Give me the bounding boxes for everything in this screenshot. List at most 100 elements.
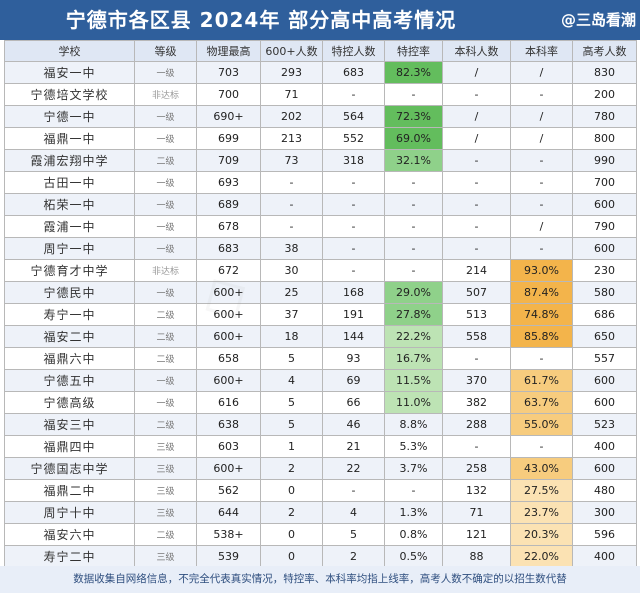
table-cell: 600	[572, 193, 637, 216]
table-cell: 非达标	[134, 259, 197, 282]
table-cell: 宁德一中	[4, 105, 135, 128]
table-cell: 562	[196, 479, 261, 502]
table-cell: 69.0%	[384, 127, 443, 150]
column-header: 高考人数	[572, 40, 637, 62]
table-cell: 5	[260, 347, 323, 370]
table-cell: 132	[442, 479, 511, 502]
table-header-row: 学校 等级 物理最高 600+人数 特控人数 特控率 本科人数 本科率 高考人数	[4, 40, 637, 62]
table-row: 霞浦一中 一级 678- - - -/790	[4, 215, 637, 238]
title-bar: 宁德市各区县 2024年 部分高中高考情况 @三岛看潮	[0, 0, 640, 40]
table-cell: -	[510, 435, 573, 458]
table-cell: 22	[322, 457, 385, 480]
column-header: 学校	[4, 40, 135, 62]
results-table: 学校 等级 物理最高 600+人数 特控人数 特控率 本科人数 本科率 高考人数 福安一中 一级 7…	[4, 40, 637, 590]
table-cell: 85.8%	[510, 325, 573, 348]
column-header: 特控率	[384, 40, 443, 62]
table-cell: 300	[572, 501, 637, 524]
table-cell: 93.0%	[510, 259, 573, 282]
table-row: 宁德一中 一级 690+ 202 564 72.3% //780	[4, 105, 637, 128]
table-row: 宁德民中 一级 600+ 25 168 29.0% 507 87.4% 580	[4, 281, 637, 304]
table-row: 寿宁二中 三级 539 0 2 0.5% 88 22.0% 400	[4, 545, 637, 568]
table-cell: 三级	[134, 457, 197, 480]
table-cell: 一级	[134, 215, 197, 238]
table-cell: -	[322, 171, 385, 194]
footer-note: 数据收集自网络信息，不完全代表真实情况，特控率、本科率均指上线率，高考人数不确定…	[0, 566, 640, 593]
page-title: 宁德市各区县 2024年 部分高中高考情况	[65, 8, 457, 32]
table-row: 周宁十中 三级 644 2 4 1.3% 71 23.7% 300	[4, 501, 637, 524]
table-cell: 288	[442, 413, 511, 436]
table-cell: 790	[572, 215, 637, 238]
table-cell: -	[384, 259, 443, 282]
table-cell: -	[442, 435, 511, 458]
table-cell: -	[260, 171, 323, 194]
table-cell: 二级	[134, 347, 197, 370]
table-cell: 27.5%	[510, 479, 573, 502]
table-cell: 二级	[134, 413, 197, 436]
table-cell: 191	[322, 303, 385, 326]
table-row: 福安六中 二级 538+ 0 5 0.8% 121 20.3% 596	[4, 523, 637, 546]
table-cell: -	[322, 237, 385, 260]
table-cell: 230	[572, 259, 637, 282]
table-cell: 616	[196, 391, 261, 414]
table-cell: 74.8%	[510, 303, 573, 326]
table-cell: -	[384, 171, 443, 194]
table-cell: 18	[260, 325, 323, 348]
table-cell: 678	[196, 215, 261, 238]
table-cell: 0	[260, 523, 323, 546]
table-cell: 0.5%	[384, 545, 443, 568]
table-cell: 600	[572, 391, 637, 414]
table-row: 寿宁一中 二级 600+ 37 191 27.8% 513 74.8% 686	[4, 303, 637, 326]
table-cell: 霞浦一中	[4, 215, 135, 238]
table-cell: 480	[572, 479, 637, 502]
table-cell: -	[510, 347, 573, 370]
table-cell: 200	[572, 83, 637, 106]
table-cell: 539	[196, 545, 261, 568]
table-cell: 658	[196, 347, 261, 370]
table-cell: 22.2%	[384, 325, 443, 348]
table-row: 福鼎二中 三级 562 0- -132 27.5% 480	[4, 479, 637, 502]
table-cell: 1.3%	[384, 501, 443, 524]
table-cell: /	[442, 61, 511, 84]
table-row: 宁德国志中学 三级 600+ 2 22 3.7% 258 43.0% 600	[4, 457, 637, 480]
table-cell: 558	[442, 325, 511, 348]
table-cell: 一级	[134, 281, 197, 304]
table-cell: 周宁一中	[4, 237, 135, 260]
table-cell: 400	[572, 545, 637, 568]
table-cell: 523	[572, 413, 637, 436]
table-cell: 4	[260, 369, 323, 392]
table-cell: 二级	[134, 149, 197, 172]
table-cell: 513	[442, 303, 511, 326]
table-cell: -	[384, 237, 443, 260]
table-cell: 258	[442, 457, 511, 480]
table-cell: 8.8%	[384, 413, 443, 436]
table-cell: -	[442, 149, 511, 172]
table-cell: 73	[260, 149, 323, 172]
table-cell: -	[442, 193, 511, 216]
table-cell: -	[384, 215, 443, 238]
table-cell: 二级	[134, 523, 197, 546]
table-cell: 600	[572, 369, 637, 392]
table-cell: 596	[572, 523, 637, 546]
table-cell: /	[510, 215, 573, 238]
table-cell: 一级	[134, 127, 197, 150]
table-cell: 11.0%	[384, 391, 443, 414]
table-cell: -	[260, 193, 323, 216]
table-cell: -	[260, 215, 323, 238]
table-cell: 三级	[134, 435, 197, 458]
table-cell: 30	[260, 259, 323, 282]
table-cell: 318	[322, 149, 385, 172]
brand-watermark: @三岛看潮	[560, 11, 636, 29]
column-header: 本科人数	[442, 40, 511, 62]
table-row: 古田一中 一级 693- - - - -700	[4, 171, 637, 194]
table-cell: 689	[196, 193, 261, 216]
table-cell: 672	[196, 259, 261, 282]
table-cell: -	[510, 171, 573, 194]
table-row: 霞浦宏翔中学 二级 709 73 318 32.1% - -990	[4, 149, 637, 172]
table-cell: -	[442, 347, 511, 370]
table-cell: 一级	[134, 369, 197, 392]
column-header: 特控人数	[322, 40, 385, 62]
table-cell: -	[322, 259, 385, 282]
table-cell: 293	[260, 61, 323, 84]
table-cell: 800	[572, 127, 637, 150]
column-header: 物理最高	[196, 40, 261, 62]
